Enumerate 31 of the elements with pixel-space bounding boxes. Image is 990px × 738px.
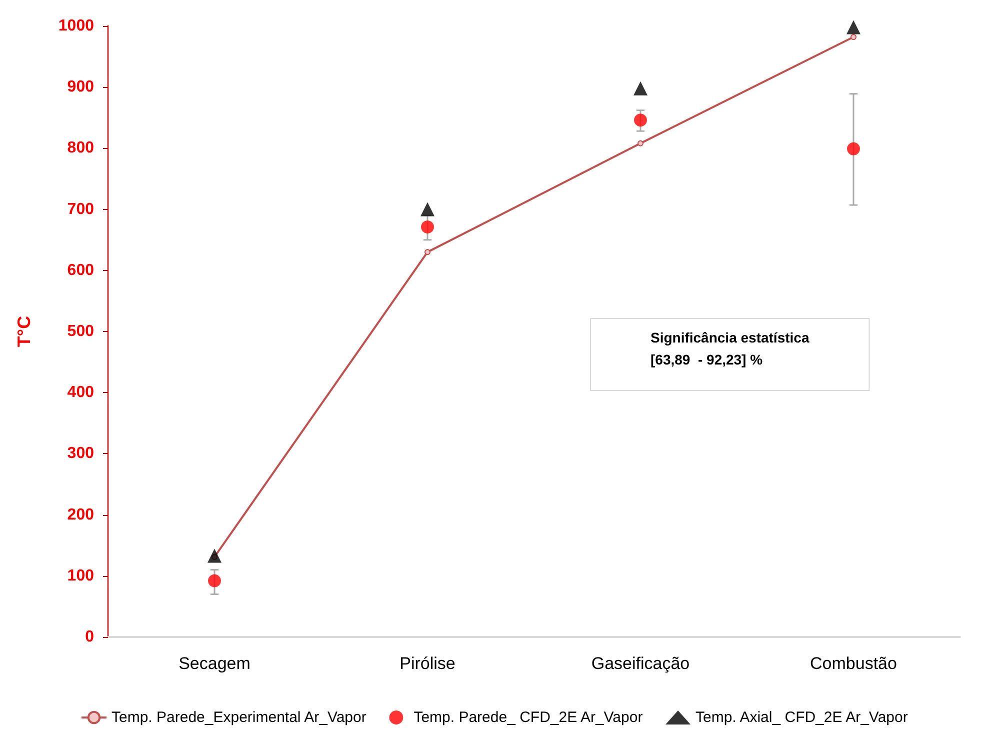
point [847,142,860,156]
y-tick-label: 400 [67,384,94,402]
y-tick-label: 200 [67,506,94,524]
point [850,34,856,40]
legend-label: Temp. Axial_ CFD_2E Ar_Vapor [696,709,908,726]
y-tick-label: 0 [85,628,94,646]
y-tick-label: 1000 [58,18,94,34]
x-tick-label: Combustão [810,654,897,673]
x-tick-label: Secagem [178,654,250,673]
point [634,81,648,96]
point [208,574,221,588]
y-axis-title: T°C [14,316,34,348]
y-tick-label: 800 [67,140,94,157]
x-tick-label: Pirólise [400,654,456,673]
y-tick-label: 300 [67,445,94,462]
point [421,220,434,234]
point [846,20,860,34]
point [634,114,647,127]
y-tick-label: 700 [67,200,94,218]
legend-label: Temp. Parede_ CFD_2E Ar_Vapor [414,709,643,726]
y-tick-label: 100 [67,567,94,584]
point [420,202,434,216]
annotation: Significância estatística [63,89 - 92,23] % [650,330,810,368]
y-tick-label: 900 [67,78,94,96]
point [638,140,644,146]
point [208,548,222,563]
y-tick-label: 500 [67,323,94,340]
x-tick-label: Gaseificação [591,654,690,673]
y-tick-label: 600 [67,262,94,279]
legend-label: Temp. Parede_Experimental Ar_Vapor [112,709,366,726]
point [424,249,430,256]
